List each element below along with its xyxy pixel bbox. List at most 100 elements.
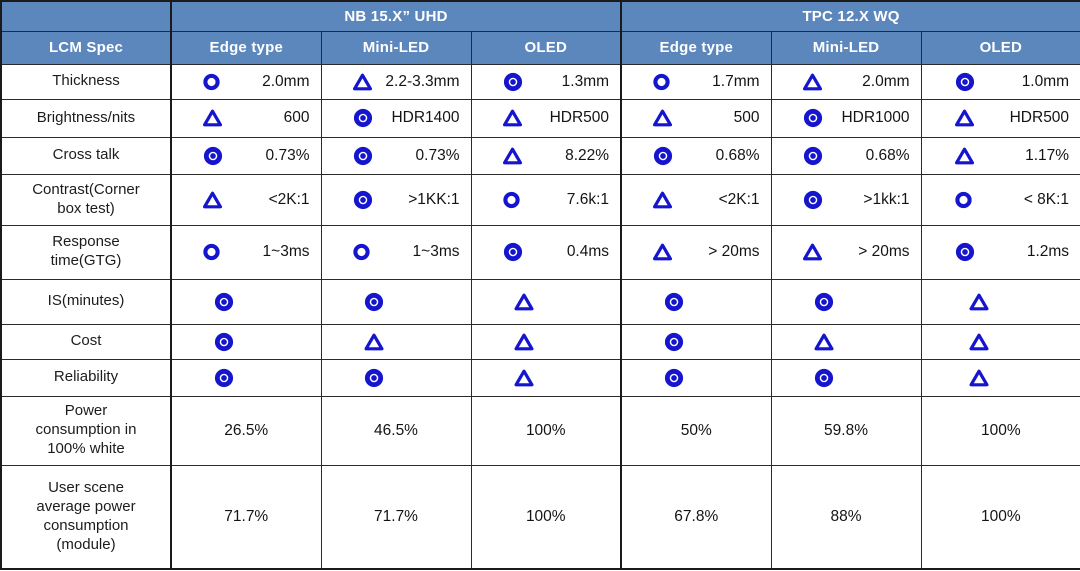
cell-value: 2.0mm: [262, 72, 310, 90]
bullseye-icon: [203, 146, 223, 166]
column-header-row: LCM Spec Edge type Mini-LED OLED Edge ty…: [0, 30, 1080, 65]
cell-value: 50%: [680, 421, 712, 439]
triangle-icon: [514, 293, 534, 310]
spec-cell: 100%: [470, 464, 622, 570]
spec-cell: [770, 358, 922, 397]
cell-value: 88%: [830, 507, 862, 525]
row-label: Reliability: [0, 358, 172, 397]
spec-cell: 8.22%: [470, 136, 622, 175]
spec-cell: [170, 278, 322, 325]
row-label: Cross talk: [0, 136, 172, 175]
col-header-tpc-oled: OLED: [920, 30, 1080, 65]
bullseye-icon: [664, 292, 684, 312]
spec-cell: 100%: [470, 395, 622, 466]
table-body: Thickness 2.0mm 2.2-3.3mm 1.3mm 1.7mm 2.0mm 1.…: [0, 63, 1080, 570]
group-header-tpc: TPC 12.X WQ: [620, 0, 1080, 32]
row-label: Brightness/nits: [0, 98, 172, 138]
triangle-icon: [969, 369, 989, 386]
spec-cell: [770, 323, 922, 360]
bullseye-icon: [503, 242, 523, 262]
cell-value: 67.8%: [674, 507, 719, 525]
spec-cell: 1.7mm: [620, 63, 772, 100]
bullseye-icon: [814, 292, 834, 312]
table-row: Brightness/nits 600 HDR1400 HDR500 500 HDR100…: [0, 98, 1080, 138]
cell-value: <2K:1: [718, 190, 760, 208]
cell-value: 2.2-3.3mm: [385, 72, 460, 90]
spec-cell: [920, 323, 1080, 360]
spec-cell: [320, 278, 472, 325]
triangle-icon: [802, 243, 822, 261]
cell-value: 1.7mm: [712, 72, 760, 90]
spec-cell: [320, 323, 472, 360]
spec-cell: [770, 278, 922, 325]
spec-cell: >1kk:1: [770, 173, 922, 226]
cell-value: 7.6k:1: [566, 190, 610, 208]
triangle-icon: [502, 147, 522, 164]
cell-value: 0.68%: [715, 146, 760, 164]
cell-value: <2K:1: [268, 190, 310, 208]
spec-cell: 0.68%: [620, 136, 772, 175]
circle-icon: [203, 243, 220, 261]
cell-value: 71.7%: [374, 507, 418, 525]
col-header-tpc-edge: Edge type: [620, 30, 772, 65]
spec-cell: 88%: [770, 464, 922, 570]
col-header-tpc-miniled: Mini-LED: [770, 30, 922, 65]
row-label: Power consumption in 100% white: [0, 395, 172, 466]
spec-cell: [170, 323, 322, 360]
spec-cell: 0.73%: [320, 136, 472, 175]
triangle-icon: [954, 109, 974, 127]
spec-cell: 1~3ms: [170, 224, 322, 280]
spec-cell: [920, 278, 1080, 325]
bullseye-icon: [803, 146, 823, 166]
cell-value: 1~3ms: [262, 243, 310, 260]
bullseye-icon: [353, 190, 373, 210]
cell-value: 2.0mm: [862, 72, 910, 90]
row-label: Response time(GTG): [0, 224, 172, 280]
cell-value: HDR1400: [391, 109, 460, 126]
circle-icon: [955, 191, 972, 208]
circle-icon: [503, 191, 520, 208]
spec-cell: 7.6k:1: [470, 173, 622, 226]
spec-cell: HDR500: [920, 98, 1080, 138]
spec-cell: [920, 358, 1080, 397]
bullseye-icon: [364, 368, 384, 388]
spec-cell: 71.7%: [170, 464, 322, 570]
spec-cell: 50%: [620, 395, 772, 466]
row-label: User scene average power consumption (mo…: [0, 464, 172, 570]
spec-column-header: LCM Spec: [0, 30, 172, 65]
triangle-icon: [969, 293, 989, 310]
cell-value: 26.5%: [224, 421, 269, 439]
cell-value: >1kk:1: [863, 190, 910, 208]
group-header-row: NB 15.X” UHD TPC 12.X WQ: [0, 0, 1080, 32]
spec-cell: 1~3ms: [320, 224, 472, 280]
bullseye-icon: [653, 146, 673, 166]
spec-cell: [620, 323, 772, 360]
spec-cell: 1.3mm: [470, 63, 622, 100]
spec-cell: [470, 278, 622, 325]
spec-cell: 26.5%: [170, 395, 322, 466]
spec-cell: [620, 358, 772, 397]
triangle-icon: [969, 333, 989, 350]
spec-cell: HDR500: [470, 98, 622, 138]
table-row: Cross talk 0.73% 0.73% 8.22% 0.68% 0.68% 1.17%: [0, 136, 1080, 175]
cell-value: 1.0mm: [1021, 72, 1070, 90]
spec-cell: 2.0mm: [170, 63, 322, 100]
circle-icon: [353, 243, 370, 261]
bullseye-icon: [664, 368, 684, 388]
bullseye-icon: [214, 292, 234, 312]
triangle-icon: [514, 369, 534, 386]
cell-value: 1.2ms: [1026, 243, 1070, 260]
triangle-icon: [954, 147, 974, 164]
triangle-icon: [502, 109, 522, 127]
col-header-nb-miniled: Mini-LED: [320, 30, 472, 65]
spec-cell: 1.17%: [920, 136, 1080, 175]
table-row: Contrast(Corner box test) <2K:1 >1KK:1 7.6k…: [0, 173, 1080, 226]
cell-value: 100%: [980, 421, 1021, 439]
group-header-nb: NB 15.X” UHD: [169, 0, 622, 32]
cell-value: HDR1000: [841, 109, 910, 126]
spec-cell: 2.0mm: [770, 63, 922, 100]
spec-cell: 1.0mm: [920, 63, 1080, 100]
bullseye-icon: [814, 368, 834, 388]
col-header-nb-edge: Edge type: [170, 30, 322, 65]
